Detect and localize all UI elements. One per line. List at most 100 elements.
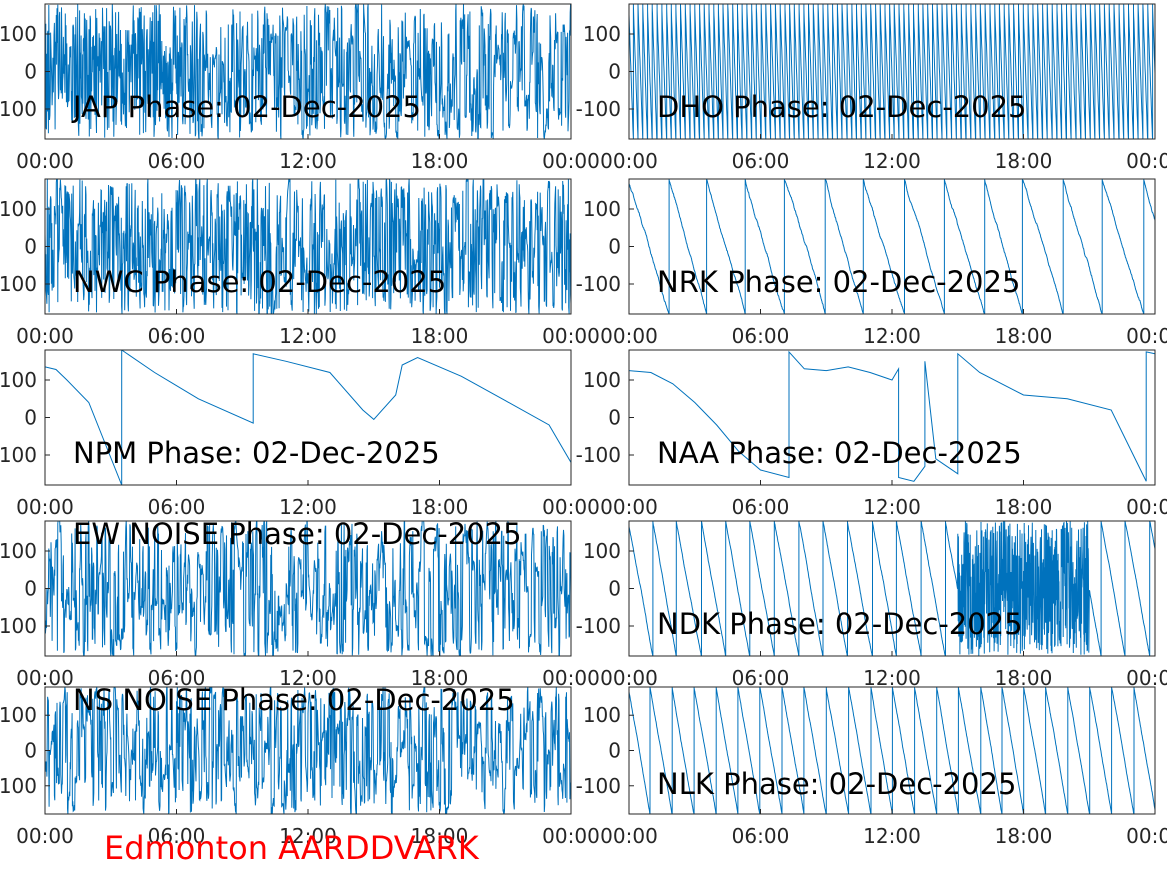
x-tick-label: 00:00 <box>542 666 600 690</box>
x-tick-label: 00:00 <box>1126 824 1167 848</box>
x-tick-label: 06:00 <box>148 824 206 848</box>
y-tick-label: -100 <box>0 97 37 121</box>
phase-panel-nrk: 100 0 -100 00:00 06:00 12:00 18:00 00:00 NRK Pha… <box>576 178 1167 348</box>
x-tick-label: 06:00 <box>148 495 206 519</box>
phase-panel-ew-noise: 100 0 -100 00:00 06:00 12:00 18:00 00:00 EW NOIS… <box>0 517 600 690</box>
phase-series-line <box>45 687 571 814</box>
x-tick-label: 06:00 <box>148 666 206 690</box>
x-tick-label: 18:00 <box>995 324 1053 348</box>
x-tick-label: 12:00 <box>279 666 337 690</box>
y-tick-label: -100 <box>576 774 621 798</box>
plot-area <box>45 350 571 485</box>
phase-panel-nwc: 100 0 -100 00:00 06:00 12:00 18:00 00:00 NWC Pha… <box>0 178 600 348</box>
x-tick-label: 00:00 <box>542 824 600 848</box>
x-tick-label: 06:00 <box>732 324 790 348</box>
panel-title: EW NOISE Phase: 02-Dec-2025 <box>73 517 522 551</box>
phase-panel-nlk: 100 0 -100 00:00 06:00 12:00 18:00 00:00 NLK Pha… <box>576 686 1167 848</box>
phase-series-line <box>45 521 571 656</box>
phase-series-line <box>629 4 1155 139</box>
x-tick-label: 00:00 <box>1126 495 1167 519</box>
y-tick-label: 0 <box>24 739 37 763</box>
x-tick-label: 06:00 <box>732 495 790 519</box>
plot-area <box>629 350 1155 485</box>
x-tick-label: 18:00 <box>995 149 1053 173</box>
y-tick-label: 100 <box>0 539 37 563</box>
y-tick-label: 100 <box>583 368 621 392</box>
panel-title: NRK Phase: 02-Dec-2025 <box>657 265 1020 299</box>
phase-panel-npm: 100 0 -100 00:00 06:00 12:00 18:00 00:00 NPM Pha… <box>0 349 600 519</box>
y-tick-label: -100 <box>576 614 621 638</box>
x-tick-label: 18:00 <box>411 824 469 848</box>
panel-title: NS NOISE Phase: 02-Dec-2025 <box>73 683 515 717</box>
station-label: Edmonton AARDDVARK <box>104 829 479 867</box>
y-tick-label: 0 <box>24 235 37 259</box>
x-tick-label: 00:00 <box>542 149 600 173</box>
y-tick-label: -100 <box>0 443 37 467</box>
panel-title: NLK Phase: 02-Dec-2025 <box>657 767 1016 801</box>
panel-title: NAA Phase: 02-Dec-2025 <box>657 436 1022 470</box>
x-tick-label: 18:00 <box>411 324 469 348</box>
panel-title: DHO Phase: 02-Dec-2025 <box>657 90 1027 124</box>
y-tick-label: 0 <box>608 235 621 259</box>
x-tick-label: 06:00 <box>148 324 206 348</box>
panel-title: JAP Phase: 02-Dec-2025 <box>71 90 421 124</box>
phase-panel-ndk: 100 0 -100 00:00 06:00 12:00 18:00 00:00 NDK Pha… <box>576 520 1167 690</box>
y-tick-label: 0 <box>608 577 621 601</box>
y-tick-label: -100 <box>576 97 621 121</box>
x-tick-label: 00:00 <box>16 324 74 348</box>
y-tick-label: 0 <box>24 406 37 430</box>
x-tick-label: 06:00 <box>732 824 790 848</box>
phase-panel-jap: 100 0 -100 00:00 06:00 12:00 18:00 00:00 JAP Pha… <box>0 3 600 173</box>
phase-series-line <box>45 350 571 485</box>
y-tick-label: 100 <box>583 22 621 46</box>
y-tick-label: 100 <box>0 368 37 392</box>
phase-series-line <box>45 4 571 139</box>
x-tick-label: 18:00 <box>995 666 1053 690</box>
x-tick-label: 12:00 <box>863 824 921 848</box>
phase-panel-ns-noise: 100 0 -100 00:00 06:00 12:00 18:00 00:00 NS NOIS… <box>0 683 600 848</box>
plot-area <box>629 179 1155 314</box>
y-tick-label: 100 <box>0 22 37 46</box>
x-tick-label: 18:00 <box>995 824 1053 848</box>
phase-series-line <box>629 179 1155 314</box>
phase-panel-naa: 100 0 -100 00:00 06:00 12:00 18:00 00:00 NAA Pha… <box>576 349 1167 519</box>
y-tick-label: -100 <box>576 272 621 296</box>
x-tick-label: 00:00 <box>600 149 658 173</box>
y-tick-label: -100 <box>0 614 37 638</box>
y-tick-label: 0 <box>608 406 621 430</box>
x-tick-label: 06:00 <box>148 149 206 173</box>
x-tick-label: 12:00 <box>863 666 921 690</box>
y-tick-label: -100 <box>0 272 37 296</box>
y-tick-label: 0 <box>24 577 37 601</box>
panel-title: NDK Phase: 02-Dec-2025 <box>657 607 1023 641</box>
y-tick-label: 100 <box>583 197 621 221</box>
phase-series-line <box>629 521 1155 656</box>
y-tick-label: 100 <box>583 703 621 727</box>
x-tick-label: 06:00 <box>732 149 790 173</box>
x-tick-label: 00:00 <box>542 495 600 519</box>
x-tick-label: 12:00 <box>279 149 337 173</box>
x-tick-label: 12:00 <box>863 495 921 519</box>
x-tick-label: 00:00 <box>600 495 658 519</box>
x-tick-label: 00:00 <box>16 824 74 848</box>
x-tick-label: 18:00 <box>995 495 1053 519</box>
x-tick-label: 06:00 <box>732 666 790 690</box>
x-tick-label: 12:00 <box>863 324 921 348</box>
x-tick-label: 12:00 <box>863 149 921 173</box>
x-tick-label: 00:00 <box>16 495 74 519</box>
panel-title: NPM Phase: 02-Dec-2025 <box>73 436 440 470</box>
x-tick-label: 00:00 <box>600 666 658 690</box>
x-tick-label: 12:00 <box>279 495 337 519</box>
x-tick-label: 18:00 <box>411 495 469 519</box>
y-tick-label: 100 <box>0 703 37 727</box>
phase-panel-dho: 100 0 -100 00:00 06:00 12:00 18:00 00:00 DHO Pha… <box>576 3 1167 173</box>
y-tick-label: 0 <box>608 60 621 84</box>
x-tick-label: 00:00 <box>542 324 600 348</box>
panel-title: NWC Phase: 02-Dec-2025 <box>73 265 446 299</box>
x-tick-label: 00:00 <box>16 666 74 690</box>
x-tick-label: 00:00 <box>1126 666 1167 690</box>
y-tick-label: 0 <box>24 60 37 84</box>
x-tick-label: 18:00 <box>411 666 469 690</box>
x-tick-label: 00:00 <box>16 149 74 173</box>
